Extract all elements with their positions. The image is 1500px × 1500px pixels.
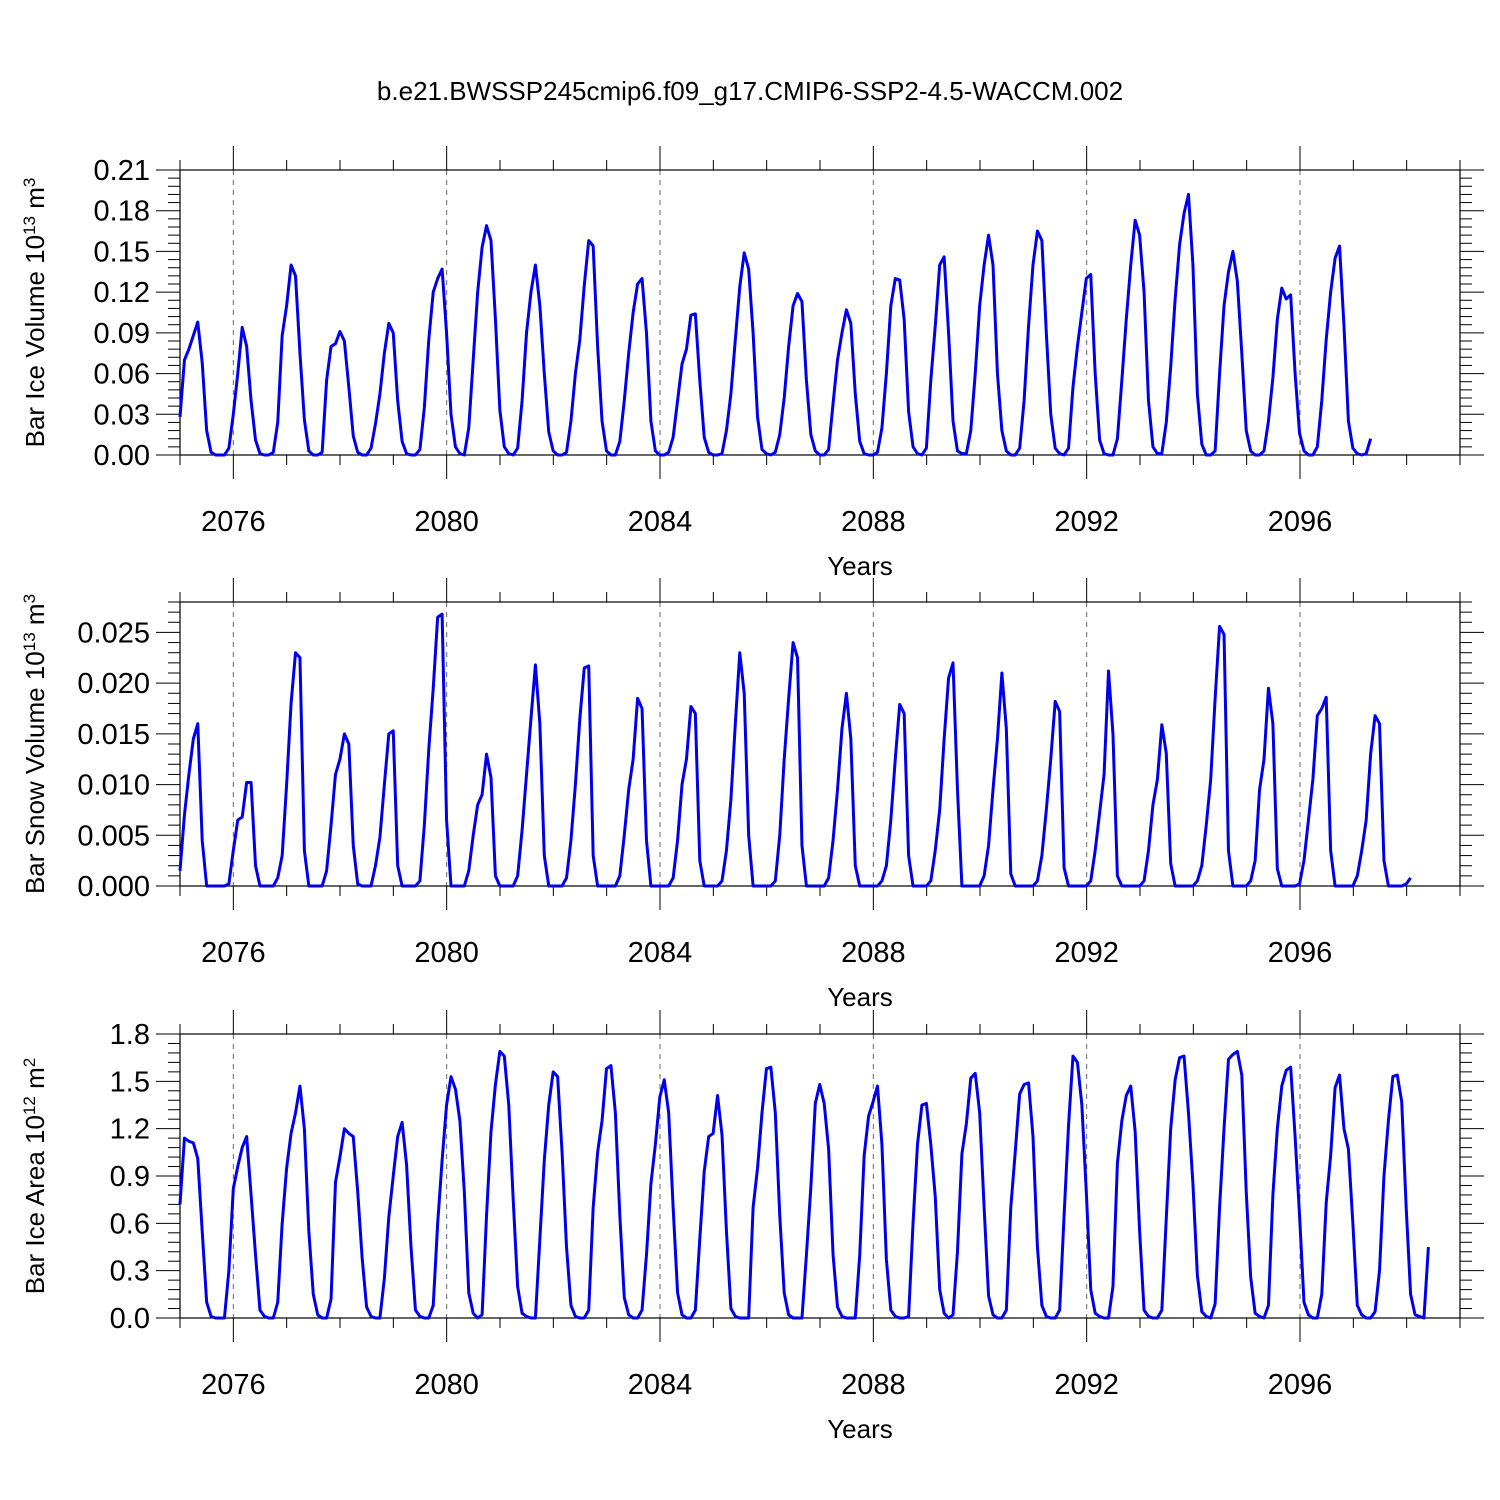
x-tick-label: 2096 bbox=[1268, 1369, 1333, 1401]
y-axis-label: Bar Snow Volume 1013 m3 bbox=[20, 594, 51, 894]
y-axis-label-part: m bbox=[20, 603, 50, 632]
y-tick-label: 0.005 bbox=[77, 820, 150, 852]
y-axis-label-part: m bbox=[20, 1067, 50, 1096]
x-tick-label: 2076 bbox=[201, 506, 266, 538]
figure-title: b.e21.BWSSP245cmip6.f09_g17.CMIP6-SSP2-4… bbox=[376, 76, 1124, 106]
x-tick-label: 2088 bbox=[841, 937, 906, 969]
y-tick-label: 0.00 bbox=[94, 440, 150, 472]
y-tick-label: 1.8 bbox=[110, 1019, 150, 1051]
y-axis-label-superscript: 13 bbox=[20, 632, 39, 651]
x-axis-label: Years bbox=[827, 982, 893, 1012]
y-tick-label: 0.020 bbox=[77, 668, 150, 700]
x-tick-label: 2084 bbox=[628, 937, 693, 969]
x-tick-label: 2096 bbox=[1268, 506, 1333, 538]
y-tick-label: 0.6 bbox=[110, 1208, 150, 1240]
y-axis-label-superscript: 2 bbox=[20, 1058, 39, 1067]
x-axis-label: Years bbox=[827, 551, 893, 581]
x-tick-label: 2092 bbox=[1054, 506, 1119, 538]
x-tick-label: 2076 bbox=[201, 1369, 266, 1401]
y-tick-label: 0.15 bbox=[94, 236, 150, 268]
y-tick-label: 0.015 bbox=[77, 719, 150, 751]
x-tick-label: 2084 bbox=[628, 506, 693, 538]
y-tick-label: 0.18 bbox=[94, 196, 150, 228]
y-axis-label-superscript: 13 bbox=[20, 216, 39, 235]
y-tick-label: 0.12 bbox=[94, 277, 150, 309]
y-axis-label: Bar Ice Area 1012 m2 bbox=[20, 1058, 51, 1295]
y-tick-label: 0.0 bbox=[110, 1303, 150, 1335]
y-axis-label-part: Bar Snow Volume 10 bbox=[20, 651, 50, 894]
x-tick-label: 2080 bbox=[414, 937, 479, 969]
series-line bbox=[178, 1049, 1430, 1320]
y-tick-label: 0.000 bbox=[77, 871, 150, 903]
x-tick-label: 2084 bbox=[628, 1369, 693, 1401]
x-tick-label: 2076 bbox=[201, 937, 266, 969]
y-axis-label-part: Bar Ice Area 10 bbox=[20, 1115, 50, 1294]
y-axis-label: Bar Ice Volume 1013 m3 bbox=[20, 178, 51, 448]
x-tick-label: 2080 bbox=[414, 506, 479, 538]
x-tick-label: 2092 bbox=[1054, 937, 1119, 969]
y-tick-label: 0.025 bbox=[77, 617, 150, 649]
y-tick-label: 0.3 bbox=[110, 1256, 150, 1288]
series-line bbox=[178, 192, 1373, 457]
x-tick-label: 2092 bbox=[1054, 1369, 1119, 1401]
y-tick-label: 1.5 bbox=[110, 1066, 150, 1098]
chart-panel-2: 0.000 0.005 0.010 0.015 0.020 0.025 2076 2080 20… bbox=[20, 578, 1484, 1012]
x-tick-label: 2088 bbox=[841, 1369, 906, 1401]
plot-frame bbox=[179, 1033, 1461, 1319]
chart-panel-3: 0.0 0.3 0.6 0.9 1.2 1.5 1.8 2076 2080 2084 2088 209… bbox=[20, 1010, 1484, 1444]
y-tick-label: 0.9 bbox=[110, 1161, 150, 1193]
x-tick-label: 2080 bbox=[414, 1369, 479, 1401]
plot-frame bbox=[179, 601, 1461, 887]
x-axis-label: Years bbox=[827, 1414, 893, 1444]
x-tick-label: 2096 bbox=[1268, 937, 1333, 969]
y-axis-label-part: Bar Ice Volume 10 bbox=[20, 235, 50, 447]
chart-panel-1: 0.00 0.03 0.06 0.09 0.12 0.15 0.18 0.21 2076 2080… bbox=[20, 146, 1484, 581]
y-tick-label: 1.2 bbox=[110, 1114, 150, 1146]
y-axis-label-superscript: 3 bbox=[20, 594, 39, 603]
series-line bbox=[178, 612, 1412, 888]
y-tick-label: 0.03 bbox=[94, 399, 150, 431]
x-tick-label: 2088 bbox=[841, 506, 906, 538]
y-tick-label: 0.06 bbox=[94, 359, 150, 391]
y-axis-label-part: m bbox=[20, 187, 50, 216]
y-tick-label: 0.010 bbox=[77, 770, 150, 802]
y-tick-label: 0.09 bbox=[94, 318, 150, 350]
y-tick-label: 0.21 bbox=[94, 155, 150, 187]
y-axis-label-superscript: 12 bbox=[20, 1096, 39, 1115]
y-axis-label-superscript: 3 bbox=[20, 178, 39, 187]
